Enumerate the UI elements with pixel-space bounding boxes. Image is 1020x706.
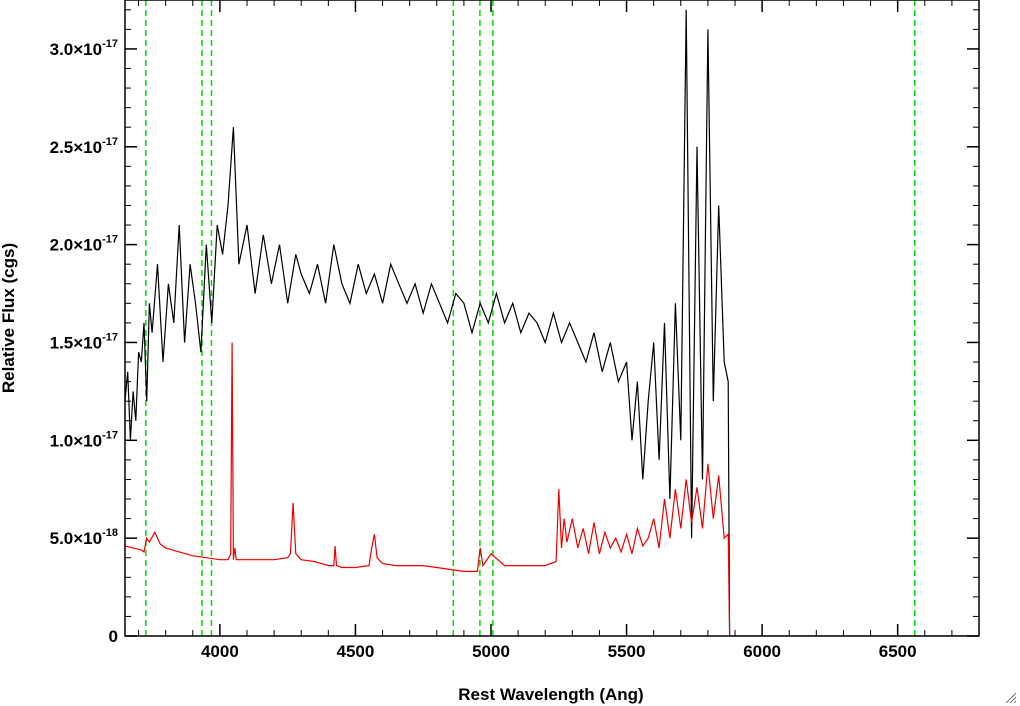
y-axis-title: Relative Flux (cgs) (0, 243, 18, 393)
x-tick-label: 4000 (201, 642, 239, 661)
y-tick-label: 2.0×10-17 (50, 234, 118, 255)
y-tick-label: 3.0×10-17 (50, 38, 118, 59)
x-tick-label: 6000 (743, 642, 781, 661)
y-tick-label: 1.0×10-17 (50, 429, 118, 450)
resize-grip-icon[interactable] (1004, 691, 1016, 703)
x-tick-label: 6500 (879, 642, 917, 661)
spectrum-series-1 (125, 342, 979, 636)
x-axis-title: Rest Wavelength (Ang) (458, 685, 643, 704)
x-tick-label: 4500 (337, 642, 375, 661)
y-tick-label: 0 (109, 627, 118, 646)
x-tick-label: 5500 (608, 642, 646, 661)
y-tick-label: 5.0×10-18 (50, 527, 118, 548)
x-tick-label: 5000 (472, 642, 510, 661)
axes: 4000 4500 5000 5500 6000 6500 0 5.0×10-18 1.0×10… (50, 0, 980, 661)
plot-frame (124, 0, 980, 637)
y-tick-label: 2.5×10-17 (50, 136, 118, 157)
plot-area (125, 0, 979, 636)
y-tick-label: 1.5×10-17 (50, 331, 118, 352)
spectrum-series-0 (125, 9, 731, 636)
